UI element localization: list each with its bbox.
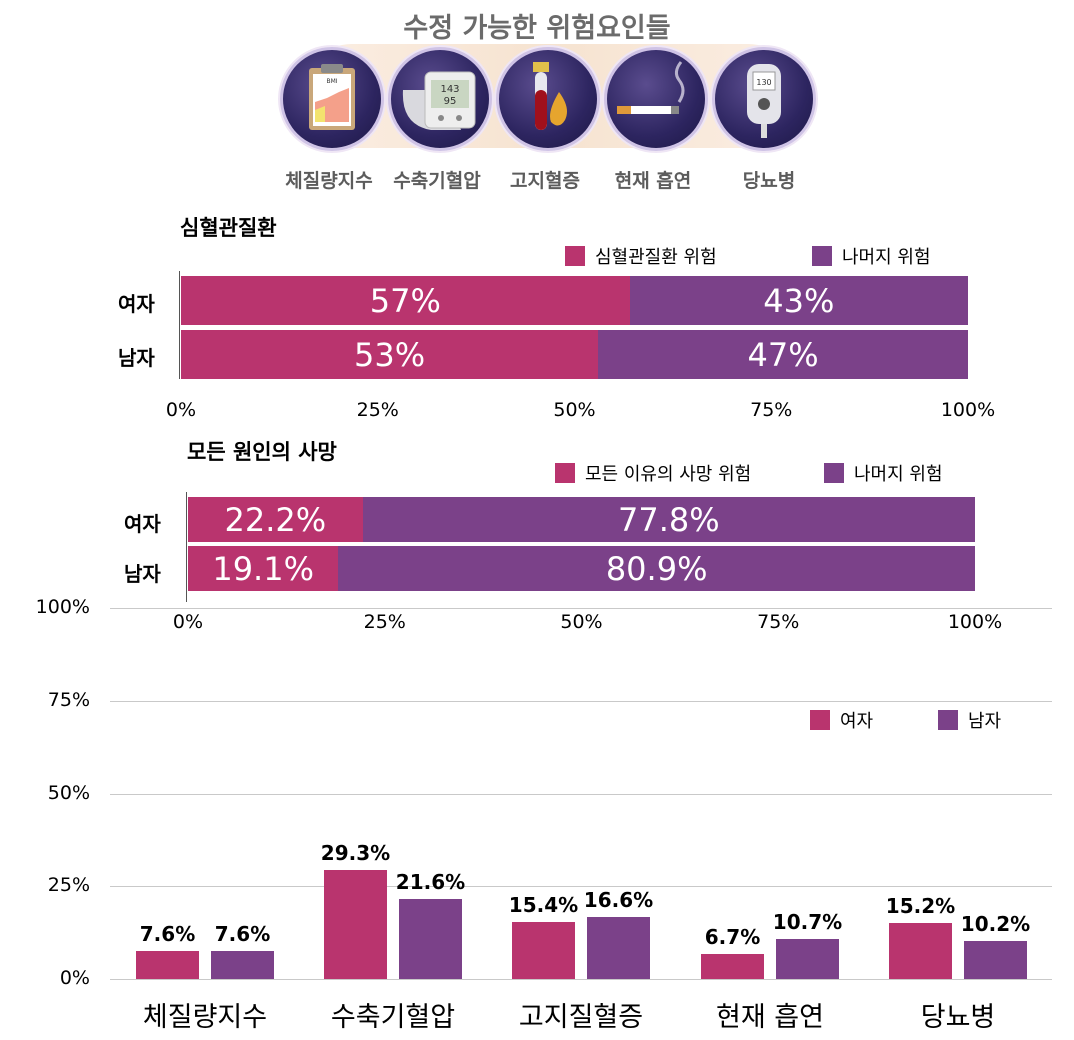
blood-tube-icon (496, 47, 600, 151)
chart2-row-label-female: 여자 (124, 508, 161, 537)
chart1-bar-risk-female: 57% (181, 276, 630, 325)
chart3-gridline (110, 608, 1052, 609)
chart3-y-tick: 100% (30, 596, 90, 618)
chart1-data-label: 57% (370, 282, 441, 320)
chart3-category-label: 당뇨병 (868, 995, 1048, 1034)
legend-label: 나머지 위험 (842, 243, 931, 269)
legend-swatch-male (824, 463, 844, 483)
chart3-bar-female (701, 954, 764, 979)
chart3-data-label: 16.6% (574, 888, 664, 912)
chart3-data-label: 21.6% (386, 870, 476, 894)
chart3-y-tick: 0% (30, 967, 90, 989)
chart2-x-tick: 50% (542, 611, 622, 633)
chart3-bar-male (587, 917, 650, 979)
chart1-x-tick: 0% (141, 399, 221, 421)
legend-label: 여자 (840, 707, 873, 733)
legend-swatch-female (810, 710, 830, 730)
chart3-bar-female (512, 922, 575, 979)
chart2-bar-risk-female: 22.2% (188, 497, 363, 542)
chart2-data-label: 22.2% (225, 501, 327, 539)
chart1-row-label-female: 여자 (118, 288, 155, 317)
icon-label-lipid: 고지혈증 (486, 166, 604, 193)
chart2-title: 모든 원인의 사망 (187, 436, 337, 466)
chart3-category-label: 고지질혈증 (491, 995, 671, 1034)
chart1-bar-rest-female: 43% (630, 276, 968, 325)
glucose-meter-icon: 130 (712, 47, 816, 151)
chart1-data-label: 43% (763, 282, 834, 320)
chart3-legend-female: 여자 (810, 707, 873, 733)
chart3-data-label: 10.7% (763, 910, 853, 934)
legend-label: 심혈관질환 위험 (595, 243, 717, 269)
chart1-data-label: 47% (747, 336, 818, 374)
chart1-legend-rest: 나머지 위험 (812, 243, 931, 269)
icon-label-bmi: 체질량지수 (270, 166, 388, 193)
svg-text:95: 95 (444, 96, 457, 107)
chart2-legend-rest: 나머지 위험 (824, 460, 943, 486)
chart2-data-label: 80.9% (606, 550, 708, 588)
chart1-bar-risk-male: 53% (181, 330, 598, 379)
chart3-legend-male: 남자 (938, 707, 1001, 733)
svg-text:130: 130 (756, 78, 771, 87)
chart2-bar-rest-female: 77.8% (363, 497, 975, 542)
svg-text:BMI: BMI (326, 78, 337, 85)
chart2-data-label: 19.1% (212, 550, 314, 588)
chart1-x-tick: 75% (731, 399, 811, 421)
chart1-x-tick: 100% (928, 399, 1008, 421)
chart2-legend-risk: 모든 이유의 사망 위험 (555, 460, 751, 486)
chart3-bar-female (324, 870, 387, 979)
chart2-bar-risk-male: 19.1% (188, 546, 338, 591)
icon-label-diabetes: 당뇨병 (710, 166, 828, 193)
chart2-data-label: 77.8% (618, 501, 720, 539)
legend-swatch-female (565, 246, 585, 266)
chart1-legend-risk: 심혈관질환 위험 (565, 243, 717, 269)
cigarette-icon (604, 47, 708, 151)
chart2-bar-rest-male: 80.9% (338, 546, 975, 591)
legend-swatch-male (938, 710, 958, 730)
chart2-row-label-male: 남자 (124, 558, 161, 587)
clipboard-bmi-icon: BMI (280, 47, 384, 151)
chart1-axis-line (179, 271, 180, 379)
page-title: 수정 가능한 위험요인들 (0, 6, 1074, 45)
chart3-data-label: 10.2% (951, 912, 1041, 936)
chart3-y-tick: 25% (30, 874, 90, 896)
chart3-data-label: 7.6% (198, 922, 288, 946)
chart3-gridline (110, 794, 1052, 795)
legend-swatch-female (555, 463, 575, 483)
chart2-x-tick: 25% (345, 611, 425, 633)
chart3-y-tick: 75% (30, 689, 90, 711)
legend-label: 모든 이유의 사망 위험 (585, 460, 751, 486)
blood-pressure-monitor-icon: 143 95 (388, 47, 492, 151)
chart1-title: 심혈관질환 (180, 212, 277, 242)
chart2-x-tick: 0% (148, 611, 228, 633)
icon-label-sbp: 수축기혈압 (378, 166, 496, 193)
chart3-data-label: 29.3% (311, 841, 401, 865)
chart3-bar-male (964, 941, 1027, 979)
chart2-x-tick: 75% (738, 611, 818, 633)
chart3-gridline (110, 979, 1052, 980)
chart3-category-label: 체질량지수 (115, 995, 295, 1034)
chart1-data-label: 53% (354, 336, 425, 374)
chart1-row-label-male: 남자 (118, 342, 155, 371)
legend-label: 남자 (968, 707, 1001, 733)
legend-swatch-male (812, 246, 832, 266)
chart3-bar-male (399, 899, 462, 979)
chart2-axis-line (186, 492, 187, 602)
chart3-bar-female (889, 923, 952, 979)
chart3-bar-male (776, 939, 839, 979)
chart3-gridline (110, 886, 1052, 887)
chart3-bar-male (211, 951, 274, 979)
chart3-category-label: 현재 흡연 (680, 995, 860, 1034)
icon-label-smoking: 현재 흡연 (594, 166, 712, 193)
svg-text:143: 143 (440, 84, 459, 95)
chart1-x-tick: 50% (535, 399, 615, 421)
chart1-bar-rest-male: 47% (598, 330, 968, 379)
chart3-category-label: 수축기혈압 (303, 995, 483, 1034)
chart3-bar-female (136, 951, 199, 979)
legend-label: 나머지 위험 (854, 460, 943, 486)
chart3-y-tick: 50% (30, 782, 90, 804)
chart1-x-tick: 25% (338, 399, 418, 421)
chart3-gridline (110, 701, 1052, 702)
chart2-x-tick: 100% (935, 611, 1015, 633)
